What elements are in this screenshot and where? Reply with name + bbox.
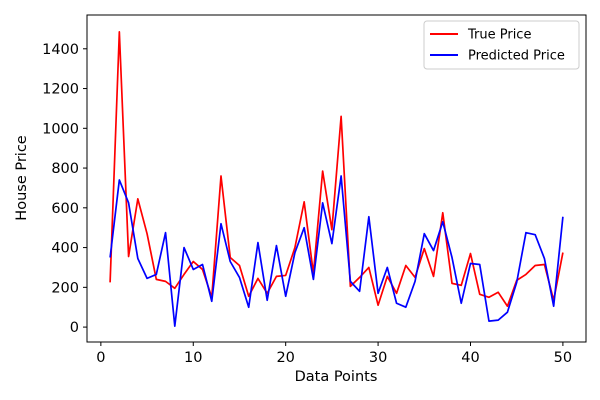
y-tick-label: 200 bbox=[51, 280, 79, 296]
y-tick-label: 0 bbox=[70, 320, 79, 336]
x-axis-ticks: 0 10 20 30 40 50 bbox=[96, 342, 572, 366]
y-tick-label: 1000 bbox=[42, 121, 79, 137]
legend-box bbox=[423, 20, 580, 70]
series-layer bbox=[109, 31, 564, 327]
y-tick-label: 400 bbox=[51, 241, 79, 257]
x-tick-label: 50 bbox=[554, 350, 572, 366]
series-line-true-price bbox=[109, 31, 564, 308]
x-tick-label: 30 bbox=[369, 350, 387, 366]
x-tick-label: 10 bbox=[184, 350, 202, 366]
x-tick-label: 20 bbox=[276, 350, 294, 366]
y-tick-label: 600 bbox=[51, 201, 79, 217]
x-axis-label: Data Points bbox=[295, 369, 378, 385]
y-tick-label: 800 bbox=[51, 161, 79, 177]
y-tick-label: 1400 bbox=[42, 42, 79, 58]
plot-frame bbox=[86, 14, 587, 343]
y-tick-label: 1200 bbox=[42, 82, 79, 98]
x-tick-label: 0 bbox=[96, 350, 105, 366]
y-axis-label: House Price bbox=[14, 135, 30, 221]
series-line-predicted-price bbox=[109, 175, 564, 327]
legend: True Price Predicted Price bbox=[423, 20, 580, 70]
y-axis-ticks: 0 200 400 600 800 1000 1200 1400 bbox=[42, 42, 87, 336]
legend-label-true-price: True Price bbox=[467, 28, 531, 43]
x-tick-label: 40 bbox=[461, 350, 479, 366]
legend-label-predicted-price: Predicted Price bbox=[468, 49, 565, 64]
